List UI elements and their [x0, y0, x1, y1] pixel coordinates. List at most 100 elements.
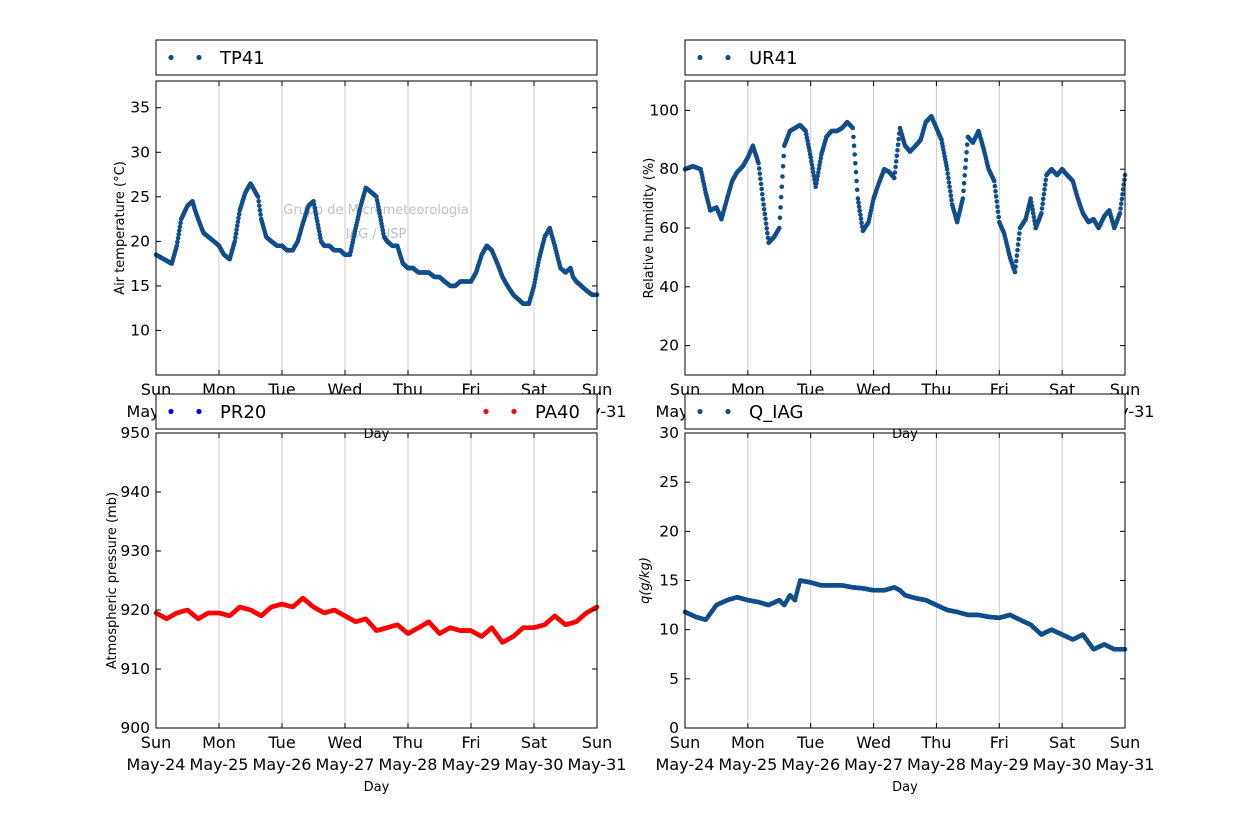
- x-tick-day: Tue: [796, 733, 824, 752]
- data-point: [1119, 196, 1125, 202]
- x-tick-day: Mon: [202, 733, 236, 752]
- legend-label-PR20: PR20: [220, 402, 266, 423]
- legend-marker: [196, 54, 202, 61]
- data-point: [1039, 211, 1044, 216]
- data-point: [763, 216, 768, 222]
- x-tick-day: Fri: [990, 733, 1009, 752]
- data-point: [256, 199, 262, 204]
- legend-marker: [725, 408, 731, 415]
- legend: TP41: [155, 39, 598, 76]
- data-point: [316, 229, 322, 234]
- data-point: [809, 158, 814, 164]
- data-point: [780, 174, 785, 179]
- data-point: [257, 203, 262, 208]
- x-tick-day: Thu: [920, 733, 951, 752]
- data-point: [756, 161, 761, 166]
- legend-label-PA40: PA40: [535, 402, 580, 423]
- data-point: [960, 196, 966, 201]
- data-point: [777, 225, 782, 231]
- legend-marker: [511, 408, 517, 415]
- data-point: [374, 194, 379, 200]
- y-tick-label: 940: [120, 483, 150, 501]
- data-point: [993, 189, 998, 194]
- data-point: [1040, 201, 1045, 206]
- data-point: [810, 169, 816, 175]
- data-point: [177, 228, 182, 233]
- data-point: [896, 136, 901, 142]
- y-tick-label: 950: [120, 424, 150, 442]
- data-point: [851, 134, 856, 140]
- y-tick-label: 5: [669, 670, 679, 688]
- x-tick-date: May-24: [656, 755, 715, 774]
- data-point: [1032, 218, 1037, 223]
- data-point: [233, 235, 238, 240]
- data-point: [236, 215, 241, 221]
- x-axis-label: Day: [364, 427, 390, 442]
- x-tick-date: May-30: [505, 755, 564, 774]
- data-point: [893, 164, 898, 170]
- data-point: [257, 207, 263, 213]
- data-point: [1014, 258, 1019, 264]
- data-point: [1118, 206, 1123, 211]
- series-UR41: [682, 114, 1128, 275]
- data-point: [376, 204, 381, 210]
- data-point: [817, 163, 822, 168]
- data-point: [778, 194, 784, 200]
- x-tick-day: Sat: [521, 733, 547, 752]
- data-point: [759, 186, 764, 192]
- data-point: [765, 230, 770, 236]
- data-point: [1031, 214, 1037, 220]
- data-point: [258, 212, 263, 217]
- data-point: [851, 143, 857, 148]
- data-point: [818, 155, 824, 161]
- y-tick-label: 40: [659, 278, 679, 296]
- legend-marker: [168, 54, 174, 61]
- x-tick-date: May-25: [718, 755, 777, 774]
- plot-frame: [155, 80, 598, 376]
- data-point: [232, 239, 238, 244]
- legend-marker: [168, 408, 174, 415]
- x-tick-date: May-25: [190, 755, 249, 774]
- legend-label-Q_IAG: Q_IAG: [749, 402, 803, 423]
- x-tick-day: Mon: [731, 733, 765, 752]
- data-point: [255, 194, 261, 200]
- x-tick-date: May-28: [379, 755, 438, 774]
- data-point: [762, 211, 768, 217]
- y-tick-label: 920: [120, 601, 150, 619]
- data-point: [1118, 201, 1124, 206]
- data-point: [313, 212, 319, 217]
- data-point: [893, 159, 899, 164]
- y-tick-label: 20: [130, 232, 150, 250]
- x-tick-date: May-28: [907, 755, 966, 774]
- data-point: [895, 142, 901, 147]
- x-tick-date: May-30: [1033, 755, 1092, 774]
- data-point: [859, 220, 864, 226]
- data-point: [948, 189, 953, 194]
- series-Q_IAG: [682, 578, 1128, 652]
- data-point: [1030, 211, 1036, 216]
- data-point: [945, 171, 950, 176]
- legend-marker: [196, 408, 202, 415]
- y-axis-label: q(g/kg): [638, 557, 653, 604]
- legend-label-UR41: UR41: [749, 48, 798, 69]
- x-tick-day: Sun: [582, 733, 612, 752]
- data-point: [315, 219, 320, 224]
- data-point: [236, 211, 242, 217]
- data-point: [816, 170, 821, 175]
- x-tick-day: Sat: [1049, 733, 1075, 752]
- data-point: [758, 181, 764, 187]
- legend: UR41: [684, 39, 1126, 76]
- data-point: [763, 221, 769, 226]
- x-axis-label: Day: [364, 780, 390, 795]
- data-point: [1039, 206, 1045, 211]
- legend-marker: [697, 408, 703, 415]
- data-point: [946, 175, 951, 181]
- legend-label-TP41: TP41: [219, 48, 265, 69]
- data-point: [175, 239, 180, 245]
- plot-frame: [155, 432, 598, 729]
- x-tick-date: May-31: [568, 755, 627, 774]
- data-point: [810, 166, 815, 171]
- data-point: [1028, 196, 1033, 201]
- data-point: [855, 196, 861, 201]
